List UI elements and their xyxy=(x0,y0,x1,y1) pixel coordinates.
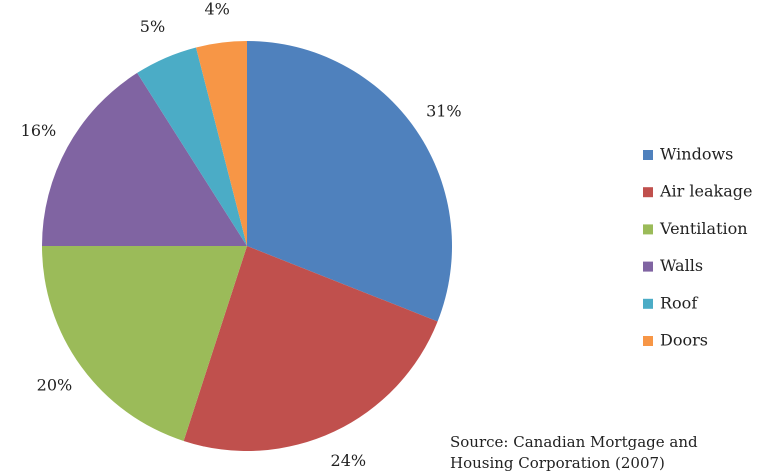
data-label: 4% xyxy=(204,0,229,18)
legend-swatch xyxy=(643,298,653,309)
legend-label: Ventilation xyxy=(659,219,748,238)
data-label: 5% xyxy=(140,17,165,36)
source-note: Housing Corporation (2007) xyxy=(450,454,665,472)
legend-swatch xyxy=(643,224,653,235)
pie-slice xyxy=(183,246,438,451)
pie-slice xyxy=(196,41,247,246)
data-label: 20% xyxy=(37,375,73,394)
legend-swatch xyxy=(643,150,653,160)
legend-label: Walls xyxy=(660,256,703,275)
legend-label: Windows xyxy=(660,145,733,164)
pie-slice xyxy=(247,41,453,322)
legend-label: Doors xyxy=(660,331,708,350)
legend-label: Roof xyxy=(660,293,698,312)
data-label: 24% xyxy=(331,451,367,470)
legend-swatch xyxy=(643,336,653,346)
data-label: 31% xyxy=(426,102,462,121)
pie-slice xyxy=(137,47,247,246)
pie-slice xyxy=(42,246,247,441)
legend-swatch xyxy=(643,261,653,272)
legend-swatch xyxy=(643,187,653,198)
legend-label: Air leakage xyxy=(659,182,752,201)
source-note: Source: Canadian Mortgage and xyxy=(450,433,698,451)
data-label: 16% xyxy=(21,121,57,140)
pie-slice xyxy=(42,72,247,246)
